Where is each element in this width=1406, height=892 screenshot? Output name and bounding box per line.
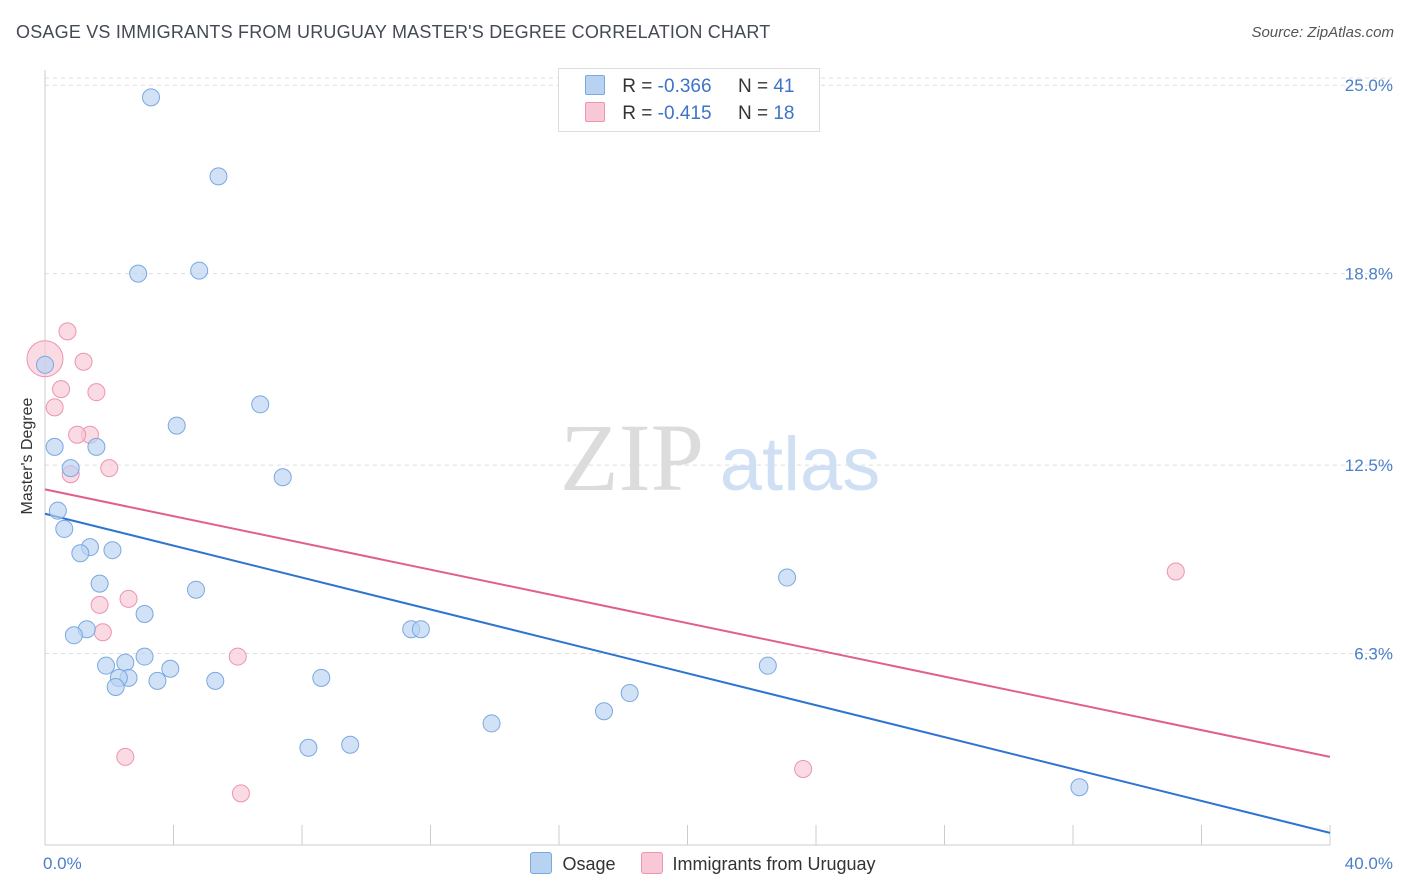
chart-title: OSAGE VS IMMIGRANTS FROM URUGUAY MASTER'… <box>16 22 771 42</box>
osage-point <box>312 668 331 687</box>
y-tick-label: 6.3% <box>1354 645 1393 664</box>
y-axis-label: Master's Degree <box>19 397 36 515</box>
osage-swatch <box>585 75 605 95</box>
y-tick-label: 12.5% <box>1345 456 1393 475</box>
uruguay-point <box>87 383 106 402</box>
osage-point <box>190 261 209 280</box>
y-tick-label: 18.8% <box>1345 265 1393 284</box>
osage-point <box>620 684 639 703</box>
watermark: ZIP atlas <box>560 404 880 511</box>
osage-point <box>299 738 318 757</box>
correlation-legend: R = -0.366 N = 41 R = -0.415 N = 18 <box>558 68 820 132</box>
grid-lines <box>45 77 1392 655</box>
legend-uruguay-n: 18 <box>773 103 795 124</box>
osage-point <box>594 702 613 721</box>
osage-point <box>55 519 74 538</box>
watermark-zip: ZIP <box>560 404 704 511</box>
osage-point <box>206 671 225 690</box>
osage-point <box>87 437 106 456</box>
uruguay-trendline <box>44 488 1331 758</box>
osage-point <box>71 544 90 563</box>
osage-legend-swatch <box>530 852 553 874</box>
osage-point <box>48 501 67 520</box>
osage-point <box>106 677 125 696</box>
series-legend: Osage Immigrants from Uruguay <box>0 852 1406 875</box>
osage-point <box>482 714 501 733</box>
osage-point <box>129 264 148 283</box>
osage-point <box>61 459 80 478</box>
osage-trendline <box>44 512 1331 834</box>
uruguay-point <box>52 380 71 399</box>
x-tick-label: 40.0% <box>1345 854 1393 873</box>
x-tick-label: 0.0% <box>43 854 82 873</box>
osage-point <box>116 653 135 672</box>
uruguay-point <box>116 747 135 766</box>
osage-point <box>90 574 109 593</box>
x-tick-labels: 0.0% 40.0% <box>43 854 1393 873</box>
uruguay-point <box>228 647 247 666</box>
y-tick-labels: 6.3% 12.5% 18.8% 25.0% <box>1345 76 1393 663</box>
osage-point <box>142 88 161 107</box>
uruguay-point <box>100 459 119 478</box>
uruguay-point <box>58 322 77 341</box>
uruguay-point <box>90 595 109 614</box>
uruguay-point <box>1166 562 1185 581</box>
osage-point <box>135 605 154 624</box>
osage-point <box>45 437 64 456</box>
legend-uruguay-r: -0.415 <box>657 103 712 124</box>
legend-n-label: N = <box>737 76 769 97</box>
uruguay-point <box>794 760 813 779</box>
osage-point <box>135 647 154 666</box>
uruguay-point <box>231 784 250 803</box>
osage-point <box>186 580 205 599</box>
uruguay-legend-swatch <box>640 852 663 874</box>
osage-point <box>1070 778 1089 797</box>
osage-point <box>36 355 54 374</box>
osage-point <box>161 659 180 678</box>
legend-r-label: R = <box>622 76 653 97</box>
osage-point <box>411 620 430 639</box>
osage-point <box>209 167 228 186</box>
osage-point <box>273 468 292 487</box>
axes <box>44 70 1331 846</box>
legend-n-label: N = <box>737 103 769 124</box>
legend-osage-label: Osage <box>562 854 616 874</box>
legend-osage-n: 41 <box>773 76 795 97</box>
y-tick-label: 25.0% <box>1345 76 1393 95</box>
watermark-atlas: atlas <box>720 422 881 507</box>
osage-point <box>251 395 270 414</box>
legend-r-label: R = <box>622 103 653 124</box>
legend-item-uruguay[interactable]: Immigrants from Uruguay <box>640 852 876 875</box>
osage-point <box>341 735 360 754</box>
uruguay-point <box>68 425 87 444</box>
osage-point <box>778 568 797 587</box>
osage-point <box>758 656 777 675</box>
osage-point <box>64 626 83 645</box>
legend-uruguay-label: Immigrants from Uruguay <box>672 854 876 874</box>
osage-point <box>103 541 122 560</box>
uruguay-swatch <box>585 102 605 122</box>
source-credit: Source: ZipAtlas.com <box>1251 24 1394 41</box>
uruguay-point <box>45 398 64 417</box>
uruguay-points <box>26 322 1185 803</box>
uruguay-point <box>74 352 93 371</box>
osage-point <box>97 656 116 675</box>
osage-point <box>148 671 167 690</box>
legend-item-osage[interactable]: Osage <box>530 852 615 875</box>
uruguay-point <box>119 589 138 608</box>
legend-row-osage: R = -0.366 N = 41 <box>585 75 794 98</box>
osage-points <box>36 88 1089 797</box>
osage-point <box>167 416 186 435</box>
legend-osage-r: -0.366 <box>657 76 712 97</box>
uruguay-point <box>93 623 112 642</box>
trendlines <box>44 488 1331 834</box>
legend-row-uruguay: R = -0.415 N = 18 <box>585 102 794 125</box>
